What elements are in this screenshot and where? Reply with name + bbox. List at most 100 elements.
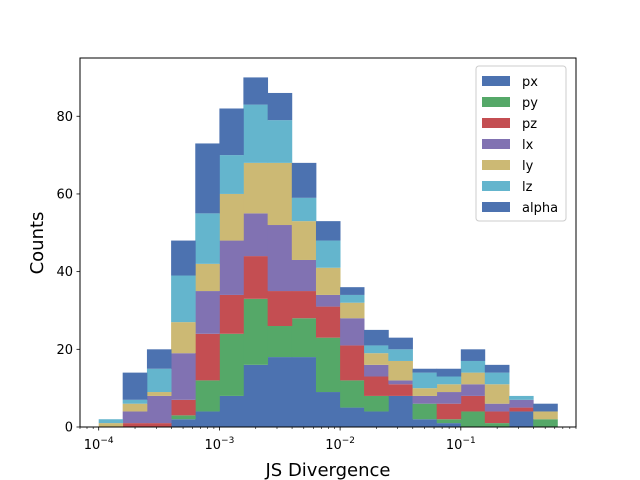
bar-px-6 [243, 364, 269, 427]
bar-lz-2 [146, 368, 172, 393]
bar-alpha-12 [388, 337, 413, 350]
bar-lz-12 [388, 349, 413, 361]
legend-swatch-px [482, 76, 510, 86]
bar-alpha-6 [243, 77, 269, 105]
bar-pz-6 [243, 256, 269, 299]
bar-pz-15 [460, 395, 486, 412]
bar-lx-2 [146, 395, 172, 424]
bar-alpha-9 [315, 221, 341, 241]
x-tick-label: 10−1 [446, 436, 476, 453]
bar-py-10 [340, 380, 365, 408]
bar-pz-2 [146, 423, 172, 427]
y-tick-label: 60 [56, 187, 73, 202]
bar-alpha-18 [533, 403, 558, 412]
bar-ly-6 [243, 162, 269, 214]
bars-layer [98, 77, 558, 427]
bar-lx-15 [460, 384, 486, 396]
y-axis-title: Counts [27, 212, 48, 275]
bar-lz-16 [484, 372, 510, 385]
bar-lx-13 [412, 395, 438, 404]
bar-alpha-2 [146, 349, 172, 369]
bar-pz-17 [509, 407, 534, 412]
bar-lx-1 [122, 411, 148, 424]
bar-lx-4 [195, 291, 220, 334]
bar-ly-16 [484, 384, 510, 404]
bar-px-8 [291, 357, 317, 427]
bar-lz-6 [243, 104, 269, 163]
bar-ly-11 [364, 353, 389, 365]
y-axis-ticks: 0 20 40 60 80 [56, 110, 80, 436]
legend-label-py: py [522, 96, 538, 111]
bar-py-9 [315, 337, 341, 393]
bar-lz-0 [98, 419, 124, 424]
bar-py-14 [436, 419, 462, 424]
bar-ly-9 [315, 267, 341, 295]
bar-lz-8 [291, 197, 317, 222]
x-tick-label: 10−2 [325, 436, 355, 453]
bar-py-13 [412, 403, 438, 420]
bar-alpha-4 [195, 143, 220, 214]
legend-label-ly: ly [522, 159, 534, 174]
bar-ly-4 [195, 263, 220, 292]
bar-lz-9 [315, 240, 341, 268]
bar-lx-8 [291, 259, 317, 292]
bar-py-3 [171, 415, 196, 420]
x-axis-ticks: 10−4 10−3 10−2 10−1 [79, 427, 577, 453]
bar-alpha-13 [412, 368, 438, 373]
y-tick-label: 20 [56, 343, 73, 358]
bar-pz-14 [436, 403, 462, 420]
bar-lz-14 [436, 376, 462, 385]
bar-lz-1 [122, 399, 148, 404]
bar-ly-15 [460, 372, 486, 385]
bar-pz-11 [364, 376, 389, 396]
bar-pz-10 [340, 345, 365, 381]
bar-ly-14 [436, 384, 462, 393]
bar-lx-5 [219, 240, 244, 295]
bar-px-14 [436, 423, 462, 427]
x-tick-label: 10−4 [84, 436, 114, 453]
bar-lz-17 [509, 395, 534, 400]
bar-ly-0 [98, 423, 124, 427]
bar-ly-8 [291, 221, 317, 260]
bar-lx-7 [267, 225, 293, 292]
bar-py-18 [533, 419, 558, 427]
bar-alpha-1 [122, 372, 148, 400]
bar-px-11 [364, 411, 389, 427]
bar-py-7 [267, 326, 293, 358]
bar-lz-7 [267, 120, 293, 163]
bar-lx-6 [243, 213, 269, 257]
plot-frame [79, 57, 577, 428]
bar-lx-14 [436, 392, 462, 404]
bar-alpha-11 [364, 329, 389, 346]
bar-ly-12 [388, 360, 413, 381]
bar-lx-12 [388, 380, 413, 385]
x-axis-title: JS Divergence [264, 460, 390, 480]
bar-lx-16 [484, 403, 510, 412]
bar-lz-15 [460, 360, 486, 373]
bar-ly-13 [412, 388, 438, 396]
bar-alpha-16 [484, 364, 510, 373]
bar-py-4 [195, 380, 220, 412]
legend-label-alpha: alpha [522, 201, 558, 216]
bar-py-16 [484, 423, 510, 427]
bar-pz-3 [171, 399, 196, 416]
bar-alpha-5 [219, 108, 244, 156]
x-tick-label: 10−3 [204, 436, 234, 453]
bar-lz-10 [340, 294, 365, 303]
bar-lz-4 [195, 213, 220, 264]
bar-pz-1 [122, 423, 148, 427]
bar-pz-4 [195, 333, 220, 381]
bar-lz-13 [412, 372, 438, 389]
legend-label-px: px [522, 75, 538, 90]
bar-px-4 [195, 411, 220, 427]
legend-label-lx: lx [522, 138, 534, 153]
bar-px-12 [388, 395, 413, 427]
bar-ly-10 [340, 302, 365, 319]
bar-ly-1 [122, 403, 148, 412]
bar-px-10 [340, 407, 365, 427]
bar-px-17 [509, 411, 534, 427]
bar-lz-11 [364, 345, 389, 354]
bar-px-13 [412, 419, 438, 427]
legend-swatch-ly [482, 160, 510, 170]
